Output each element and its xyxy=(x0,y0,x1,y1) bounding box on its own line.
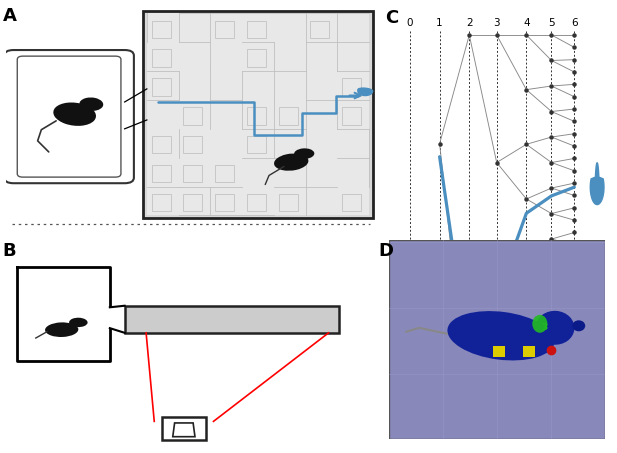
Bar xyxy=(152,78,171,96)
Bar xyxy=(278,107,297,125)
Bar xyxy=(215,165,234,182)
Ellipse shape xyxy=(69,318,88,327)
Text: D: D xyxy=(378,242,393,260)
Bar xyxy=(247,107,266,125)
Bar xyxy=(147,14,369,216)
Ellipse shape xyxy=(53,102,96,126)
Bar xyxy=(162,417,206,440)
FancyBboxPatch shape xyxy=(17,56,121,177)
Bar xyxy=(183,194,202,211)
Text: 0: 0 xyxy=(407,18,413,28)
Text: C: C xyxy=(385,9,398,27)
Text: 3: 3 xyxy=(494,18,500,28)
Bar xyxy=(152,165,171,182)
Ellipse shape xyxy=(294,148,314,159)
Bar xyxy=(143,11,373,217)
Bar xyxy=(152,136,171,154)
Text: B: B xyxy=(2,242,16,260)
Bar xyxy=(215,194,234,211)
Ellipse shape xyxy=(536,311,574,345)
Ellipse shape xyxy=(274,154,308,171)
Bar xyxy=(247,136,266,154)
Bar xyxy=(247,49,266,67)
Ellipse shape xyxy=(447,311,555,361)
Bar xyxy=(278,194,297,211)
Bar xyxy=(247,21,266,38)
Bar xyxy=(342,194,361,211)
Bar xyxy=(183,136,202,154)
Ellipse shape xyxy=(572,320,585,331)
Ellipse shape xyxy=(45,323,78,337)
Bar xyxy=(183,165,202,182)
Bar xyxy=(183,107,202,125)
Bar xyxy=(342,107,361,125)
Bar xyxy=(125,306,339,333)
Polygon shape xyxy=(590,163,604,205)
Bar xyxy=(493,346,505,357)
Bar xyxy=(152,194,171,211)
Ellipse shape xyxy=(80,97,103,111)
Bar xyxy=(523,346,535,357)
Bar xyxy=(247,194,266,211)
Text: 1: 1 xyxy=(436,18,443,28)
Text: 4: 4 xyxy=(523,18,529,28)
Text: 3: 3 xyxy=(541,323,547,333)
FancyBboxPatch shape xyxy=(4,50,134,183)
Text: 2: 2 xyxy=(466,18,473,28)
Polygon shape xyxy=(173,423,195,437)
Text: 5: 5 xyxy=(548,18,555,28)
Text: 6: 6 xyxy=(571,18,578,28)
Polygon shape xyxy=(358,88,373,96)
Text: A: A xyxy=(2,7,16,25)
Bar xyxy=(152,21,171,38)
Ellipse shape xyxy=(532,315,547,333)
Bar xyxy=(106,307,125,328)
Bar xyxy=(342,78,361,96)
Bar xyxy=(215,21,234,38)
Bar xyxy=(310,21,329,38)
Bar xyxy=(152,49,171,67)
